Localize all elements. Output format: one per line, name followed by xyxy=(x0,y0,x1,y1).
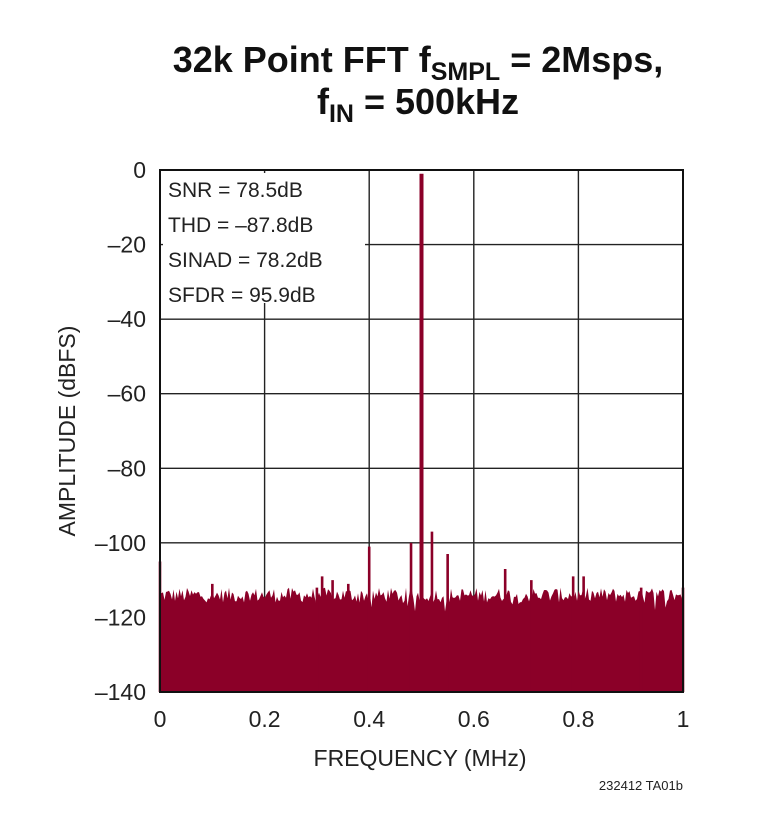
y-tick-label: –40 xyxy=(108,306,146,332)
y-tick-label: –120 xyxy=(95,604,146,630)
y-tick-label: –100 xyxy=(95,530,146,556)
chart-title-line2: fIN = 500kHz xyxy=(317,81,519,128)
x-tick-label: 0.4 xyxy=(353,706,385,732)
x-tick-label: 0.6 xyxy=(458,706,490,732)
y-tick-label: –140 xyxy=(95,679,146,705)
y-tick-labels: 0 –20 –40 –60 –80 –100 –120 –140 xyxy=(95,157,146,705)
y-tick-label: –80 xyxy=(108,455,146,481)
y-axis-label: AMPLITUDE (dBFS) xyxy=(54,326,80,537)
annotation-box xyxy=(163,173,365,303)
chart-title-line1: 32k Point FFT fSMPL = 2Msps, xyxy=(173,39,664,86)
x-tick-label: 1 xyxy=(677,706,690,732)
x-axis-label: FREQUENCY (MHz) xyxy=(314,745,527,771)
annotation-text: THD = –87.8dB xyxy=(168,214,313,237)
x-tick-label: 0.2 xyxy=(249,706,281,732)
annotation-text: SNR = 78.5dB xyxy=(168,179,303,202)
y-tick-label: 0 xyxy=(133,157,146,183)
annotation-text: SINAD = 78.2dB xyxy=(168,249,323,272)
y-tick-label: –60 xyxy=(108,381,146,407)
x-tick-label: 0 xyxy=(154,706,167,732)
x-tick-label: 0.8 xyxy=(562,706,594,732)
annotations: SNR = 78.5dB THD = –87.8dB SINAD = 78.2dB S… xyxy=(168,179,323,307)
y-tick-label: –20 xyxy=(108,232,146,258)
annotation-text: SFDR = 95.9dB xyxy=(168,284,316,307)
figure-id: 232412 TA01b xyxy=(599,778,683,793)
x-tick-labels: 0 0.2 0.4 0.6 0.8 1 xyxy=(154,706,690,732)
plot-frame xyxy=(159,169,684,693)
